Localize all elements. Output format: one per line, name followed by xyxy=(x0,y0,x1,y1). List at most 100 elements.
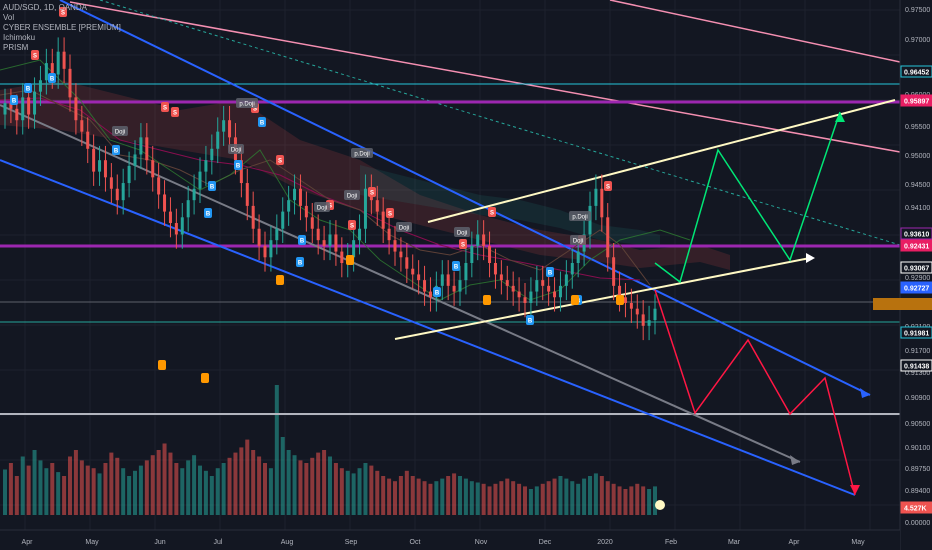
volume-bar xyxy=(257,456,262,515)
blue-channel-lower xyxy=(0,159,856,496)
candle-body xyxy=(216,131,220,149)
volume-bar xyxy=(570,481,575,515)
volume-bar xyxy=(274,385,279,515)
sell-signal-label: S xyxy=(388,212,392,218)
candle-body xyxy=(210,148,214,161)
volume-bar xyxy=(369,465,374,515)
volume-bar xyxy=(3,469,7,515)
symbol-title[interactable]: AUD/SGD, 1D, OANDA xyxy=(3,3,88,12)
candle-body xyxy=(275,228,279,241)
volume-bar xyxy=(109,452,114,515)
volume-bar xyxy=(387,478,392,515)
price-tick-label: 0.90500 xyxy=(905,421,930,428)
candle-body xyxy=(340,251,344,263)
event-icon xyxy=(655,500,665,510)
volume-label[interactable]: Vol xyxy=(3,13,15,22)
candle-body xyxy=(133,154,137,166)
candle-body xyxy=(381,211,385,229)
candle-body xyxy=(168,211,172,224)
volume-bar xyxy=(517,483,522,515)
chart-legend: AUD/SGD, 1D, OANDA Vol CYBER ENSEMBLE [P… xyxy=(3,3,121,53)
indicator-ichimoku[interactable]: Ichimoku xyxy=(3,33,36,42)
doji-badge xyxy=(396,222,412,232)
price-tag-label: 0.92727 xyxy=(904,286,929,293)
price-tag-label: 0.95897 xyxy=(904,99,929,106)
volume-bar xyxy=(469,481,474,515)
volume-bar xyxy=(280,437,285,515)
candle-body xyxy=(245,183,249,206)
volume-bar xyxy=(446,476,451,515)
price-tag-label: 0.93067 xyxy=(904,266,929,273)
candle-body xyxy=(352,240,356,258)
buy-signal-label: B xyxy=(298,261,303,267)
price-tag-box xyxy=(900,94,932,107)
volume-bar xyxy=(85,465,90,515)
volume-bar xyxy=(440,478,445,515)
buy-signal-label: B xyxy=(26,87,31,93)
volume-bar xyxy=(617,486,622,515)
orange-marker xyxy=(483,295,491,305)
candle-body xyxy=(635,308,639,315)
candle-body xyxy=(647,320,651,326)
time-tick-label: Nov xyxy=(475,539,488,546)
volume-bar xyxy=(73,450,78,515)
volume-bar xyxy=(251,450,256,515)
orange-marker xyxy=(158,360,166,370)
buy-signal-label: B xyxy=(454,265,459,271)
sell-signal-badge xyxy=(161,102,169,112)
volume-bar xyxy=(333,463,338,515)
price-tag-box xyxy=(900,65,932,78)
candle-body xyxy=(629,302,633,309)
price-axis[interactable]: 0.975000.970000.960000.955000.950000.945… xyxy=(873,0,932,550)
volume-bar xyxy=(523,486,527,515)
volume-bar xyxy=(127,476,132,515)
orange-marker xyxy=(616,295,624,305)
indicator-prism[interactable]: PRISM xyxy=(3,43,29,52)
candle-body xyxy=(293,188,297,201)
volume-bar xyxy=(32,450,37,515)
volume-bar xyxy=(138,465,143,515)
candlesticks[interactable] xyxy=(3,37,657,341)
volume-bar xyxy=(623,489,628,515)
volume-bar xyxy=(192,455,197,515)
candle-body xyxy=(641,314,645,326)
buy-signal-badge xyxy=(204,208,212,218)
buy-signal-badge xyxy=(452,261,460,271)
volume-bar xyxy=(528,489,533,515)
candle-body xyxy=(174,223,178,235)
volume-bar xyxy=(156,450,161,515)
green-projection-path xyxy=(654,111,841,284)
blue-arrowhead xyxy=(860,388,870,398)
volume-bar xyxy=(647,489,652,515)
volume-bar xyxy=(310,457,315,515)
candle-body xyxy=(281,211,285,229)
volume-bar xyxy=(221,463,226,515)
volume-bar xyxy=(198,465,202,515)
volume-bar xyxy=(79,460,84,515)
volume-bar xyxy=(345,470,350,515)
buy-signal-label: B xyxy=(114,149,119,155)
price-tick-label: 0.95000 xyxy=(905,153,930,160)
volume-bar xyxy=(180,468,185,515)
time-axis[interactable]: Apr May Jun Jul Aug Sep Oct Nov Dec 2020 Feb Mar Apr… xyxy=(0,529,900,550)
volume-bar xyxy=(62,476,67,515)
candle-body xyxy=(334,234,338,252)
candle-body xyxy=(476,234,480,246)
indicator-cyber-ensemble[interactable]: CYBER ENSEMBLE [PREMIUM] xyxy=(3,23,121,32)
projection-arrows xyxy=(654,111,870,496)
candle-body xyxy=(535,280,539,292)
candle-body xyxy=(464,263,468,281)
price-tag-label: 0.91981 xyxy=(904,331,929,338)
buy-signal-label: B xyxy=(528,319,533,325)
candle-body xyxy=(98,160,102,172)
buy-signal-label: B xyxy=(300,239,305,245)
pink-downtrend-upper xyxy=(609,0,901,63)
buy-signal-badge xyxy=(234,160,242,170)
buy-signal-label: B xyxy=(435,291,440,297)
grey-arrowhead xyxy=(790,455,800,465)
sell-signal-badge xyxy=(368,187,376,197)
volume-bar xyxy=(97,473,102,515)
candle-body xyxy=(470,245,474,263)
